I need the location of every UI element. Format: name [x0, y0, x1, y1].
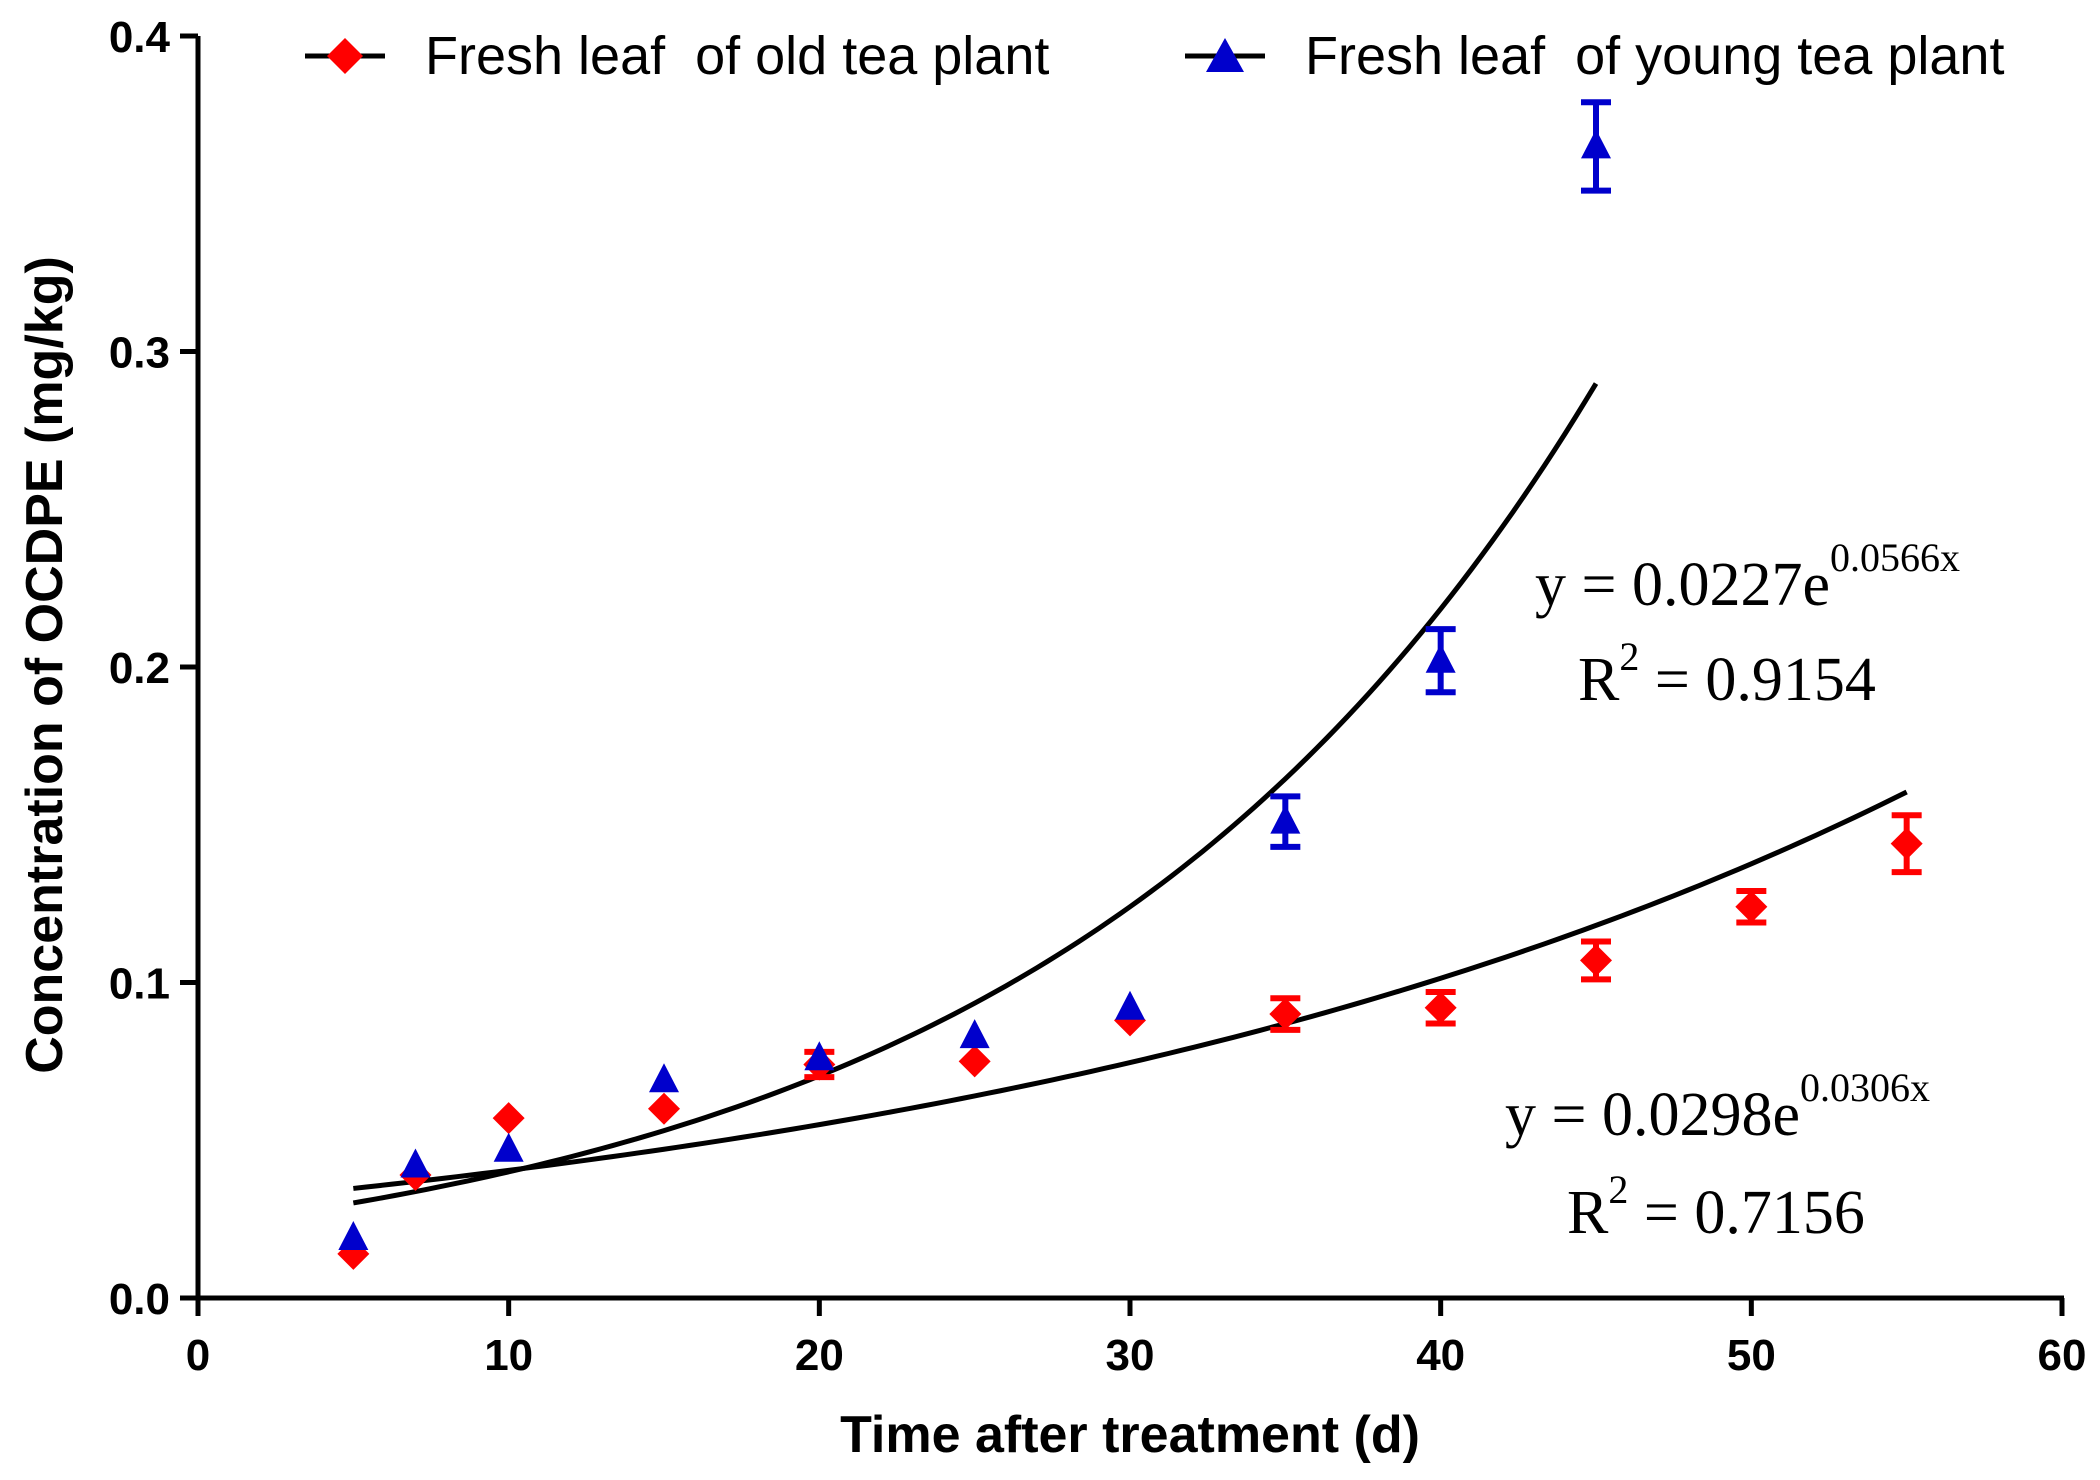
legend-label-old: Fresh leaf of old tea plant [425, 26, 1049, 86]
y-axis-title: Concentration of OCDPE (mg/kg) [16, 256, 74, 1074]
r2-young-value: = 0.9154 [1639, 646, 1875, 714]
data-point-young [649, 1063, 679, 1093]
r2-young-prefix: R [1578, 646, 1620, 714]
equation-old-exponent: 0.0306x [1800, 1065, 1930, 1110]
legend-item-old: Fresh leaf of old tea plant [305, 26, 1049, 86]
svg-text:y = 0.0298e0.0306x: y = 0.0298e0.0306x [1505, 1065, 1930, 1149]
data-point-old [958, 1045, 991, 1078]
data-point-old [1269, 998, 1302, 1031]
data-point-young [493, 1132, 524, 1162]
r2-old-prefix: R [1567, 1179, 1609, 1247]
fit-curve-young [352, 382, 1599, 1206]
y-tick-label: 0.4 [109, 13, 171, 62]
data-point-old [648, 1092, 680, 1125]
data-point-young [400, 1148, 431, 1178]
y-tick-label: 0.2 [109, 644, 170, 693]
x-axis-title: Time after treatment (d) [840, 1406, 1420, 1464]
x-tick-label: 30 [1106, 1331, 1155, 1380]
x-tick-label: 40 [1416, 1331, 1465, 1380]
axis-ticks: 0 10 20 30 40 50 60 0.0 0.1 0.2 0.3 0.4 [109, 13, 2087, 1380]
legend: Fresh leaf of old tea plant Fresh leaf o… [305, 26, 2004, 86]
legend-label-young: Fresh leaf of young tea plant [1305, 26, 2004, 86]
x-tick-label: 60 [2038, 1331, 2087, 1380]
legend-item-young: Fresh leaf of young tea plant [1185, 26, 2004, 86]
data-point-old [1735, 890, 1768, 923]
x-tick-label: 50 [1727, 1331, 1776, 1380]
equation-old: y = 0.0298e0.0306x R2 = 0.7156 [1505, 1065, 1930, 1247]
r2-old-power: 2 [1608, 1167, 1628, 1212]
data-point-old [1580, 944, 1612, 977]
equation-old-prefix: y = 0.0298e [1505, 1081, 1800, 1149]
y-tick-label: 0.1 [109, 960, 170, 1009]
data-point-young [804, 1041, 835, 1071]
svg-text:R2 = 0.7156: R2 = 0.7156 [1567, 1167, 1865, 1247]
svg-text:y = 0.0227e0.0566x: y = 0.0227e0.0566x [1535, 535, 1960, 619]
r2-old-value: = 0.7156 [1628, 1179, 1864, 1247]
equation-young-exponent: 0.0566x [1830, 535, 1960, 580]
data-point-young [1270, 804, 1301, 834]
fit-curves [352, 382, 1908, 1206]
data-point-old [492, 1102, 525, 1135]
equation-young: y = 0.0227e0.0566x R2 = 0.9154 [1535, 535, 1960, 714]
y-tick-label: 0.3 [109, 329, 170, 378]
data-markers [337, 129, 1923, 1270]
data-point-young [1115, 990, 1145, 1020]
data-point-young [959, 1019, 990, 1049]
svg-text:R2 = 0.9154: R2 = 0.9154 [1578, 634, 1876, 714]
data-point-young [338, 1221, 369, 1251]
x-tick-label: 10 [484, 1331, 533, 1380]
data-point-young [1425, 643, 1456, 673]
x-tick-label: 20 [795, 1331, 844, 1380]
data-point-old [1424, 991, 1457, 1024]
data-point-young [1581, 129, 1611, 159]
fit-curve-old [353, 789, 1908, 1191]
r2-young-power: 2 [1619, 634, 1639, 679]
y-tick-label: 0.0 [109, 1275, 170, 1324]
legend-triangle-marker [1206, 38, 1244, 72]
equation-young-prefix: y = 0.0227e [1535, 551, 1830, 619]
legend-diamond-marker [327, 38, 363, 74]
x-tick-label: 0 [186, 1331, 210, 1380]
data-point-old [1890, 827, 1923, 860]
